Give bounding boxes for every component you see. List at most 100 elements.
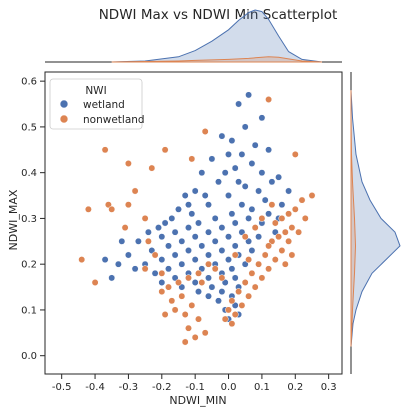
point-nonwetland-5 [124,160,132,167]
point-wetland-18 [191,187,199,195]
point-wetland-106 [201,192,209,199]
x-axis-title: NDWI_MIN [169,394,226,407]
point-wetland-105 [285,187,293,195]
x-tick-label-8: 0.3 [321,382,337,393]
point-wetland-75 [228,265,236,273]
point-wetland-35 [231,219,239,227]
point-nonwetland-4 [291,150,299,158]
point-nonwetland-31 [258,274,266,282]
point-nonwetland-76 [231,251,239,259]
point-wetland-101 [278,201,286,209]
point-nonwetland-28 [255,260,263,268]
point-nonwetland-37 [238,301,246,309]
point-wetland-11 [248,160,256,167]
point-wetland-32 [245,214,253,222]
point-nonwetland-52 [188,301,196,309]
point-wetland-8 [225,150,232,158]
point-wetland-71 [241,260,249,268]
x-tick-label-4: -0.1 [185,382,205,393]
point-wetland-87 [208,283,216,291]
point-wetland-23 [205,201,212,209]
point-nonwetland-53 [181,311,189,318]
point-wetland-64 [158,256,166,264]
point-nonwetland-3 [161,146,169,154]
point-wetland-62 [205,251,212,259]
point-nonwetland-45 [185,274,192,282]
x-axis-ticks: -0.5 -0.4 -0.3 -0.2 -0.1 0.0 0.1 0.2 0.3 [52,374,337,393]
point-nonwetland-34 [235,288,243,296]
point-wetland-83 [158,279,166,286]
point-wetland-53 [165,242,172,250]
point-nonwetland-67 [144,237,152,245]
point-nonwetland-58 [201,329,209,337]
point-nonwetland-27 [271,256,279,264]
point-wetland-25 [175,205,182,213]
point-wetland-98 [101,256,109,264]
x-tick-label-1: -0.4 [85,382,105,393]
y-axis-title: NDWI_MAX [7,189,20,250]
point-nonwetland-41 [228,320,236,328]
point-wetland-76 [151,269,159,277]
point-nonwetland-29 [265,265,273,273]
marginal-y-wetland [350,90,401,347]
point-wetland-47 [225,233,232,241]
point-nonwetland-23 [285,237,293,245]
point-wetland-80 [171,274,179,282]
legend-marker-wetland [59,99,69,109]
point-wetland-54 [198,242,206,250]
marginal-x-nonwetland [111,56,323,63]
point-wetland-66 [225,256,232,264]
point-wetland-16 [215,178,222,186]
point-wetland-14 [258,169,266,177]
point-nonwetland-50 [178,292,186,300]
point-wetland-84 [191,279,199,286]
point-wetland-3 [241,123,249,131]
y-tick-label-1: 0.1 [21,305,37,316]
point-nonwetland-15 [291,205,299,213]
point-nonwetland-79 [245,256,253,264]
point-wetland-15 [268,178,276,186]
point-nonwetland-16 [285,210,293,218]
y-tick-label-4: 0.4 [21,168,37,179]
point-nonwetland-35 [245,292,253,300]
point-wetland-49 [134,237,142,245]
point-wetland-73 [165,265,172,273]
point-wetland-107 [221,169,229,177]
point-wetland-1 [235,100,243,108]
y-tick-label-6: 0.6 [21,77,37,88]
point-wetland-12 [231,164,239,172]
point-nonwetland-59 [171,306,179,314]
point-nonwetland-57 [181,338,189,346]
point-nonwetland-71 [288,251,296,259]
point-nonwetland-49 [158,288,166,296]
point-wetland-19 [255,187,263,195]
point-wetland-21 [225,192,232,199]
point-nonwetland-1 [201,128,209,135]
y-axis-ticks: 0.0 0.1 0.2 0.3 0.4 0.5 0.6 [21,77,45,362]
point-wetland-60 [124,251,132,259]
legend-label-wetland: wetland [83,99,125,111]
point-wetland-6 [251,141,259,149]
marginal-x-kde [45,9,342,63]
point-nonwetland-54 [195,315,202,323]
point-nonwetland-51 [168,297,176,305]
point-nonwetland-24 [265,242,273,250]
point-wetland-69 [178,260,186,268]
point-wetland-9 [238,150,246,158]
point-nonwetland-78 [268,201,276,209]
point-wetland-82 [231,274,239,282]
point-nonwetland-21 [275,233,283,241]
point-nonwetland-44 [195,269,202,277]
point-nonwetland-70 [295,228,303,236]
point-wetland-89 [195,288,202,296]
point-nonwetland-48 [198,279,206,286]
point-nonwetland-38 [225,306,232,314]
point-wetland-93 [215,297,222,305]
point-nonwetland-40 [221,315,229,323]
legend-label-nonwetland: nonwetland [83,114,145,126]
point-nonwetland-42 [205,260,212,268]
point-wetland-43 [205,228,212,236]
point-nonwetland-12 [108,205,116,213]
point-nonwetland-64 [91,279,99,286]
point-wetland-24 [238,201,246,209]
